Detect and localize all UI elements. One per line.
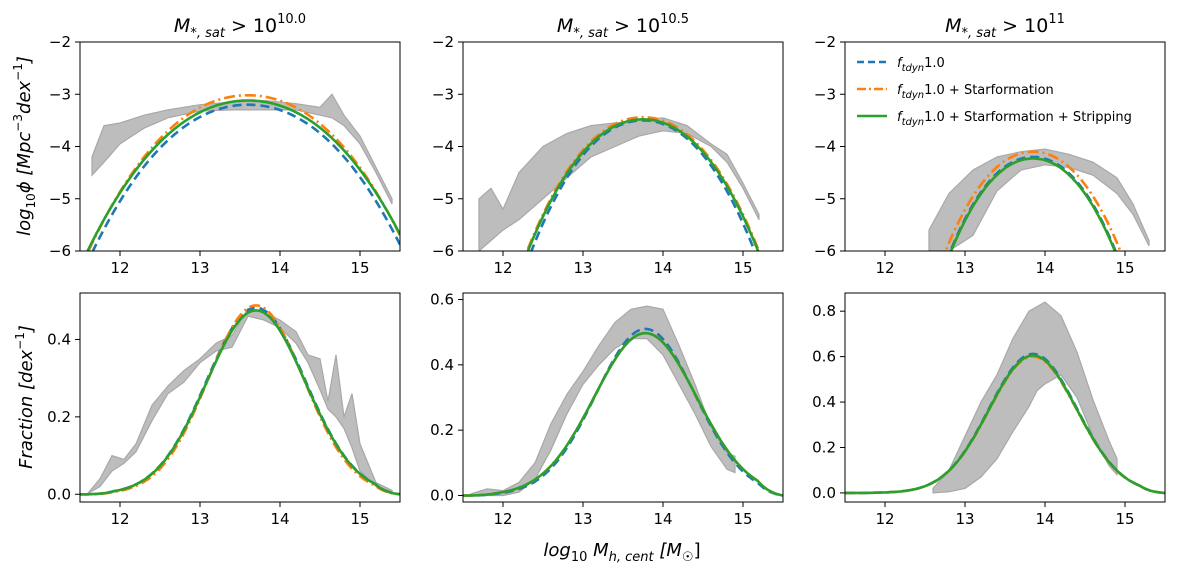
series-line-1 bbox=[463, 327, 783, 497]
x-tick-label: 15 bbox=[350, 510, 369, 528]
series-line-3 bbox=[86, 99, 400, 251]
y-tick-label: 0.2 bbox=[812, 438, 836, 456]
y-tick-label: 0.4 bbox=[812, 393, 836, 411]
legend: ftdyn1.0 ftdyn1.0 + Starformation ftdyn1.0… bbox=[857, 56, 1132, 128]
x-tick-label: 13 bbox=[955, 259, 974, 277]
panel-title: M*, sat > 1011 bbox=[945, 12, 1065, 41]
y-tick-label: −5 bbox=[49, 190, 71, 208]
scatter-band bbox=[91, 93, 393, 205]
plot-area bbox=[845, 301, 1165, 495]
x-tick-label: 14 bbox=[653, 259, 672, 277]
y-tick-label: −2 bbox=[432, 33, 454, 51]
axes-frame bbox=[844, 41, 1166, 252]
x-tick-label: 14 bbox=[270, 510, 289, 528]
series-line-3 bbox=[80, 309, 400, 496]
y-tick-label: 0.0 bbox=[812, 484, 836, 502]
panel-top-3: 12 13 14 15 −6 −5 −4 −3 −2 M*, sat > 1011 bbox=[814, 12, 1166, 277]
y-tick-label: −2 bbox=[49, 33, 71, 51]
series-line-3 bbox=[526, 118, 760, 251]
series-line-3 bbox=[845, 354, 1165, 495]
y-tick-label: 0.0 bbox=[47, 485, 71, 503]
panel-top-2: 12 13 14 15 −6 −5 −4 −3 −2 M*, sat > 1010.5 bbox=[432, 12, 784, 277]
plot-area bbox=[463, 305, 783, 497]
axes-frame bbox=[844, 292, 1166, 503]
scatter-band bbox=[932, 301, 1118, 494]
y-tick-label: 0.6 bbox=[430, 291, 454, 309]
y-tick-label: −3 bbox=[432, 85, 454, 103]
y-tick-label: −3 bbox=[49, 85, 71, 103]
x-tick-label: 13 bbox=[190, 510, 209, 528]
y-tick-label: 0.0 bbox=[430, 486, 454, 504]
x-tick-label: 15 bbox=[1115, 259, 1134, 277]
y-tick-label: −4 bbox=[432, 138, 454, 156]
y-tick-label: 0.4 bbox=[47, 330, 71, 348]
bottom-ylabel: Fraction [dex−1] bbox=[13, 325, 37, 469]
legend-label: ftdyn1.0 bbox=[897, 56, 945, 74]
y-tick-label: 0.2 bbox=[47, 408, 71, 426]
scatter-band bbox=[478, 117, 760, 251]
series-line-3 bbox=[949, 157, 1117, 251]
panel-bottom-2: 12 13 14 15 0.0 0.2 0.4 0.6 bbox=[430, 291, 784, 528]
y-tick-label: −5 bbox=[814, 190, 836, 208]
x-tick-label: 12 bbox=[875, 510, 894, 528]
plot-area bbox=[80, 304, 400, 496]
y-tick-label: −6 bbox=[814, 242, 836, 260]
x-tick-label: 15 bbox=[733, 259, 752, 277]
plot-area bbox=[478, 115, 761, 251]
x-tick-label: 15 bbox=[733, 510, 752, 528]
panel-title: M*, sat > 1010.5 bbox=[557, 12, 689, 41]
x-tick-label: 13 bbox=[955, 510, 974, 528]
series-line-1 bbox=[91, 103, 400, 251]
x-tick-label: 12 bbox=[493, 259, 512, 277]
top-ylabel: log10ϕ [Mpc−3dex−1] bbox=[11, 56, 38, 236]
panel-title: M*, sat > 1010.0 bbox=[174, 12, 306, 41]
y-tick-label: 0.2 bbox=[430, 421, 454, 439]
x-axis-label: log10 Mh, cent [M☉] bbox=[543, 540, 700, 565]
axes-frame bbox=[79, 41, 401, 252]
x-tick-label: 14 bbox=[270, 259, 289, 277]
y-tick-label: −3 bbox=[814, 85, 836, 103]
plot-area bbox=[86, 93, 400, 251]
scatter-band bbox=[470, 305, 736, 497]
axes-frame bbox=[79, 292, 401, 503]
series-line-3 bbox=[463, 331, 783, 497]
x-tick-label: 12 bbox=[875, 259, 894, 277]
panel-bottom-3: 12 13 14 15 0.0 0.2 0.4 0.6 0.8 bbox=[812, 292, 1166, 528]
x-tick-label: 12 bbox=[110, 259, 129, 277]
x-tick-label: 14 bbox=[1035, 510, 1054, 528]
legend-label: ftdyn1.0 + Starformation bbox=[897, 83, 1054, 101]
y-tick-label: −4 bbox=[814, 138, 836, 156]
x-tick-label: 13 bbox=[573, 510, 592, 528]
series-line-2 bbox=[80, 304, 400, 496]
plot-area bbox=[928, 148, 1150, 251]
y-tick-label: −4 bbox=[49, 138, 71, 156]
scatter-band bbox=[87, 307, 393, 495]
y-tick-label: 0.8 bbox=[812, 302, 836, 320]
scatter-band bbox=[928, 148, 1150, 251]
x-tick-label: 15 bbox=[350, 259, 369, 277]
y-tick-label: −5 bbox=[432, 190, 454, 208]
panel-top-1: 12 13 14 15 −6 −5 −4 −3 −2 M*, sat > 1010.0 bbox=[49, 12, 401, 277]
x-tick-label: 13 bbox=[573, 259, 592, 277]
x-tick-label: 15 bbox=[1115, 510, 1134, 528]
y-tick-label: 0.6 bbox=[812, 348, 836, 366]
x-tick-label: 14 bbox=[1035, 259, 1054, 277]
legend-label: ftdyn1.0 + Starformation + Stripping bbox=[897, 110, 1132, 128]
panel-bottom-1: 12 13 14 15 0.0 0.2 0.4 bbox=[47, 292, 401, 528]
y-tick-label: −2 bbox=[814, 33, 836, 51]
y-tick-label: 0.4 bbox=[430, 356, 454, 374]
x-tick-label: 12 bbox=[110, 510, 129, 528]
axes-frame bbox=[462, 292, 784, 503]
x-tick-label: 12 bbox=[493, 510, 512, 528]
x-tick-label: 13 bbox=[190, 259, 209, 277]
y-tick-label: −6 bbox=[49, 242, 71, 260]
x-tick-label: 14 bbox=[653, 510, 672, 528]
y-tick-label: −6 bbox=[432, 242, 454, 260]
